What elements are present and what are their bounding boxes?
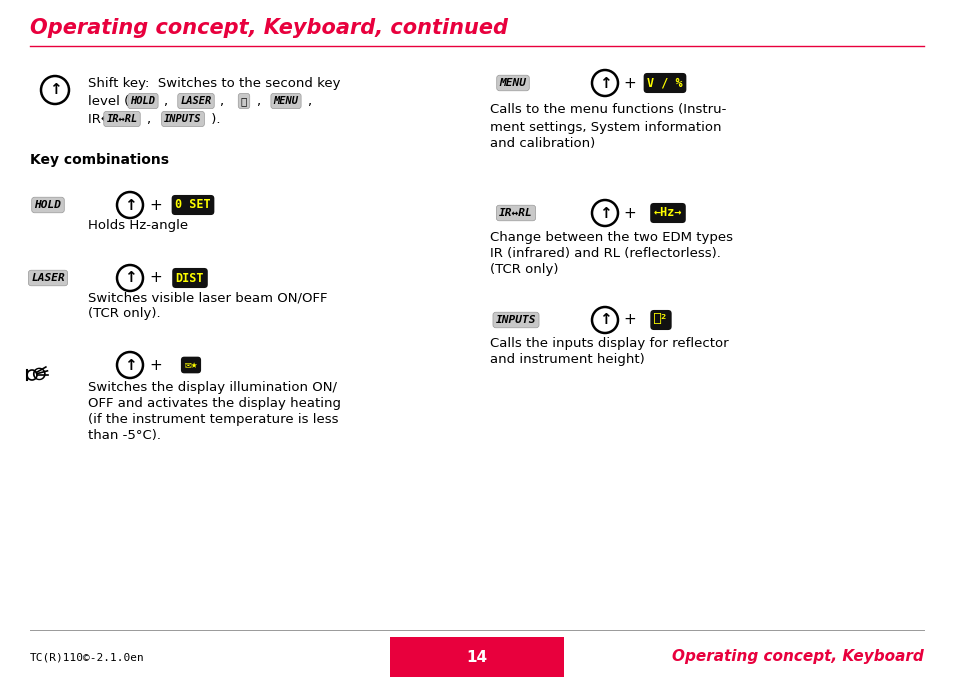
Text: HOLD: HOLD — [34, 200, 61, 210]
Text: ↑: ↑ — [124, 198, 136, 213]
Text: +: + — [150, 357, 162, 372]
Text: ↑: ↑ — [49, 83, 61, 97]
Text: INPUTS: INPUTS — [496, 315, 536, 325]
Text: +: + — [623, 313, 636, 328]
Text: ,: , — [163, 95, 167, 108]
Text: OFF and activates the display heating: OFF and activates the display heating — [88, 397, 340, 410]
Text: ↑: ↑ — [598, 313, 611, 328]
Text: ←Hz→: ←Hz→ — [653, 206, 681, 219]
Text: ,: , — [307, 95, 311, 108]
Text: V / %: V / % — [646, 77, 682, 89]
Text: MENU: MENU — [499, 78, 526, 88]
Text: (TCR only).: (TCR only). — [88, 307, 160, 320]
FancyBboxPatch shape — [390, 637, 563, 677]
Text: 14: 14 — [466, 649, 487, 665]
Text: ↑: ↑ — [598, 76, 611, 91]
Text: +: + — [623, 76, 636, 91]
Text: TC(R)110©-2.1.0en: TC(R)110©-2.1.0en — [30, 652, 145, 662]
Text: Switches visible laser beam ON/OFF: Switches visible laser beam ON/OFF — [88, 292, 327, 305]
Text: (TCR only): (TCR only) — [490, 263, 558, 276]
Text: HOLD: HOLD — [131, 96, 155, 106]
Text: Switches the display illumination ON/: Switches the display illumination ON/ — [88, 382, 336, 395]
Text: IR↔RL ,: IR↔RL , — [88, 112, 136, 125]
Text: ,: , — [255, 95, 260, 108]
Text: +: + — [623, 206, 636, 221]
Text: ↑: ↑ — [598, 206, 611, 221]
Text: MENU: MENU — [274, 96, 298, 106]
Text: ⵔ: ⵔ — [30, 366, 46, 384]
Text: LASER: LASER — [31, 273, 65, 283]
Text: 0 SET: 0 SET — [175, 198, 211, 211]
Text: +: + — [150, 198, 162, 213]
Text: DIST: DIST — [175, 271, 204, 284]
Text: ).: ). — [207, 112, 220, 125]
Text: and calibration): and calibration) — [490, 137, 595, 150]
Text: (if the instrument temperature is less: (if the instrument temperature is less — [88, 414, 338, 427]
Text: ✉★: ✉★ — [184, 360, 197, 370]
Text: ↑: ↑ — [124, 357, 136, 372]
Text: ↑: ↑ — [124, 271, 136, 286]
Text: LASER: LASER — [180, 96, 212, 106]
Text: +: + — [150, 271, 162, 286]
Text: Shift key:  Switches to the second key: Shift key: Switches to the second key — [88, 77, 340, 89]
Text: ment settings, System information: ment settings, System information — [490, 121, 720, 133]
Text: INPUTS: INPUTS — [164, 114, 201, 124]
Text: ,: , — [219, 95, 223, 108]
Text: Operating concept, Keyboard: Operating concept, Keyboard — [672, 649, 923, 665]
Text: IR↔RL: IR↔RL — [498, 208, 533, 218]
Text: ,: , — [146, 112, 150, 125]
Text: IR (infrared) and RL (reflectorless).: IR (infrared) and RL (reflectorless). — [490, 246, 720, 259]
Text: Holds Hz-angle: Holds Hz-angle — [88, 219, 188, 232]
Text: IR↔RL: IR↔RL — [107, 114, 137, 124]
Text: ☰: ☰ — [240, 96, 247, 106]
Text: Key combinations: Key combinations — [30, 153, 169, 167]
Text: Operating concept, Keyboard, continued: Operating concept, Keyboard, continued — [30, 18, 507, 38]
Text: than -5°C).: than -5°C). — [88, 429, 161, 443]
Text: and instrument height): and instrument height) — [490, 353, 644, 366]
Text: Change between the two EDM types: Change between the two EDM types — [490, 230, 732, 244]
Text: level (: level ( — [88, 95, 129, 108]
Text: ⎕²: ⎕² — [653, 313, 667, 326]
Text: Calls to the menu functions (Instru-: Calls to the menu functions (Instru- — [490, 104, 725, 116]
Text: Calls the inputs display for reflector: Calls the inputs display for reflector — [490, 338, 728, 351]
